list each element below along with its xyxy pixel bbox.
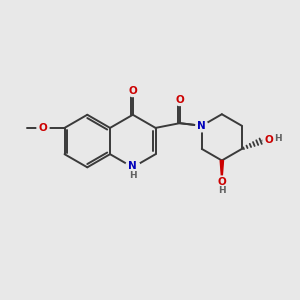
- Text: N: N: [128, 160, 137, 170]
- Text: O: O: [176, 94, 184, 104]
- Text: O: O: [39, 123, 47, 133]
- Circle shape: [263, 134, 275, 146]
- Circle shape: [273, 133, 283, 143]
- Circle shape: [216, 176, 228, 188]
- Circle shape: [196, 120, 208, 132]
- Circle shape: [174, 94, 186, 106]
- Text: H: H: [218, 187, 226, 196]
- Text: H: H: [129, 171, 136, 180]
- Text: O: O: [218, 177, 226, 187]
- Circle shape: [217, 186, 227, 196]
- Circle shape: [125, 160, 140, 175]
- Text: H: H: [274, 134, 282, 142]
- Circle shape: [37, 122, 49, 134]
- Text: N: N: [197, 121, 206, 131]
- Polygon shape: [220, 160, 224, 182]
- Circle shape: [128, 170, 138, 181]
- Circle shape: [127, 85, 139, 97]
- Text: O: O: [128, 85, 137, 96]
- Text: O: O: [265, 135, 273, 145]
